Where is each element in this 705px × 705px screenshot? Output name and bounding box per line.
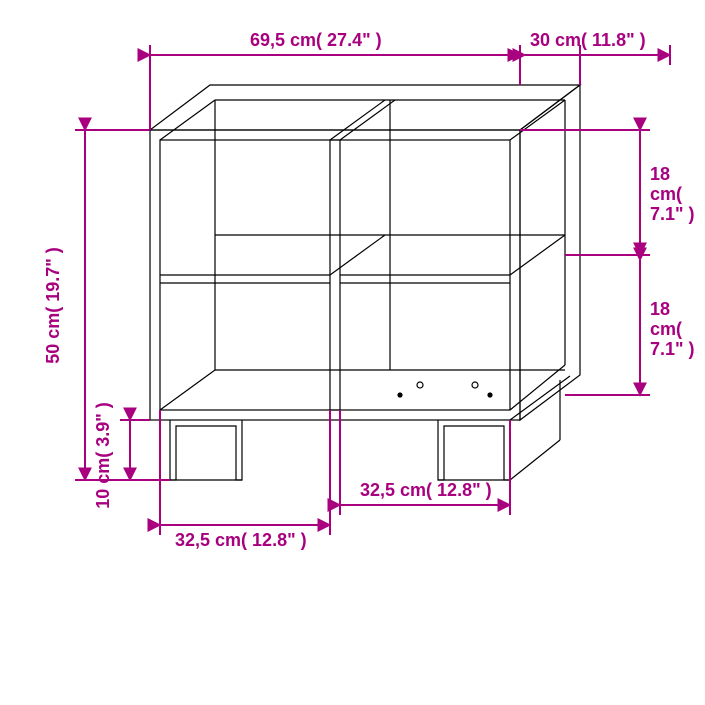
dim-width-top: 69,5 cm( 27.4" ) [250, 30, 382, 51]
dim-height-left: 50 cm( 19.7" ) [43, 247, 64, 364]
dim-shelf-upper: 18 cm( 7.1" ) [650, 165, 700, 224]
diagram-canvas [0, 0, 705, 705]
dim-leg-left: 10 cm( 3.9" ) [93, 402, 114, 509]
dimension-lines [75, 45, 670, 535]
dim-compartment-left: 32,5 cm( 12.8" ) [175, 530, 307, 551]
dim-depth-top: 30 cm( 11.8" ) [530, 30, 646, 51]
dim-compartment-right: 32,5 cm( 12.8" ) [360, 480, 492, 501]
cabinet-drawing [150, 85, 580, 480]
dim-shelf-lower: 18 cm( 7.1" ) [650, 300, 700, 359]
